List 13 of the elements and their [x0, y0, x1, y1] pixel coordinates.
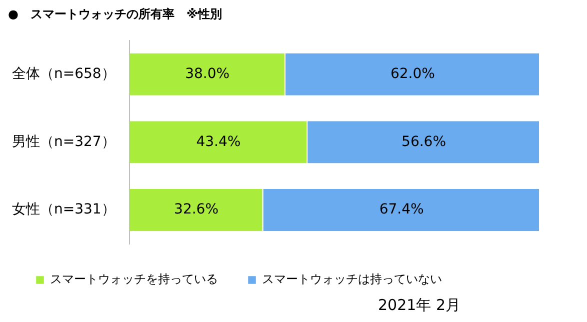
- data-label: 67.4%: [379, 202, 424, 218]
- data-label: 38.0%: [185, 66, 230, 82]
- data-label: 56.6%: [402, 134, 446, 150]
- chart-title: ● スマートウォッチの所有率 ※性別: [8, 6, 222, 23]
- y-tick-label: 男性（n=327）: [12, 134, 116, 150]
- y-tick-label: 全体（n=658）: [12, 66, 116, 82]
- data-label: 43.4%: [196, 134, 241, 150]
- data-label: 32.6%: [174, 202, 219, 218]
- legend-label: スマートウォッチを持っている: [50, 272, 218, 286]
- text: 2021年 2月: [378, 296, 460, 315]
- legend-label: スマートウォッチは持っていない: [262, 272, 442, 286]
- data-label: 62.0%: [390, 66, 435, 82]
- y-tick-label: 女性（n=331）: [12, 202, 116, 218]
